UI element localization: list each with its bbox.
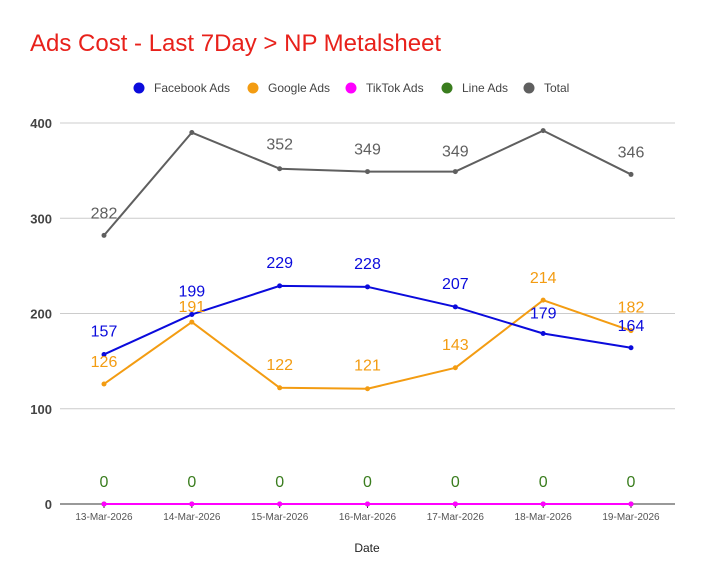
data-label-facebook-ads: 199 — [178, 283, 205, 300]
legend-label: TikTok Ads — [366, 81, 424, 95]
legend-label: Total — [544, 81, 569, 95]
y-tick-label: 300 — [30, 211, 52, 226]
y-tick-label: 400 — [30, 116, 52, 131]
y-tick-label: 100 — [30, 402, 52, 417]
x-tick-label: 14-Mar-2026 — [163, 512, 221, 523]
data-label-line-ads: 0 — [627, 474, 636, 491]
legend-marker — [441, 82, 453, 94]
data-point-google-ads — [540, 297, 546, 303]
x-tick-label: 19-Mar-2026 — [602, 512, 660, 523]
data-label-google-ads: 126 — [91, 354, 118, 371]
data-point-total — [189, 130, 195, 136]
data-label-line-ads: 0 — [451, 474, 460, 491]
x-axis-ticks: 13-Mar-2026 14-Mar-2026 15-Mar-2026 16-Mar-… — [75, 504, 660, 523]
data-point-total — [540, 128, 546, 134]
legend-label: Facebook Ads — [154, 81, 230, 95]
data-point-facebook-ads — [277, 283, 283, 289]
data-point-tiktok-ads — [628, 501, 634, 507]
data-point-facebook-ads — [189, 311, 195, 317]
legend-marker — [345, 82, 357, 94]
data-label-facebook-ads: 179 — [530, 306, 557, 323]
data-labels: 282 352 349 349 346 0 0 0 0 0 0 0 126 191 122 121 143 214… — [91, 137, 645, 491]
data-point-total — [628, 171, 634, 177]
data-label-facebook-ads: 207 — [442, 276, 469, 293]
data-point-facebook-ads — [540, 331, 546, 337]
data-label-total: 346 — [618, 144, 645, 161]
data-label-facebook-ads: 157 — [91, 323, 118, 340]
data-point-facebook-ads — [628, 345, 634, 351]
data-label-line-ads: 0 — [187, 474, 196, 491]
data-point-tiktok-ads — [277, 501, 283, 507]
legend-item-total: Total — [523, 81, 569, 95]
data-label-line-ads: 0 — [275, 474, 284, 491]
legend-item-facebook-ads: Facebook Ads — [133, 81, 230, 95]
data-label-google-ads: 143 — [442, 337, 469, 354]
data-label-total: 352 — [266, 137, 293, 154]
legend-label: Google Ads — [268, 81, 330, 95]
data-label-facebook-ads: 228 — [354, 256, 381, 273]
data-label-total: 282 — [91, 205, 118, 222]
data-point-google-ads — [452, 365, 458, 371]
x-tick-label: 13-Mar-2026 — [75, 512, 133, 523]
legend-item-line-ads: Line Ads — [441, 81, 508, 95]
data-label-google-ads: 182 — [618, 300, 645, 317]
y-tick-label: 200 — [30, 307, 52, 322]
legend-marker — [523, 82, 535, 94]
x-tick-label: 16-Mar-2026 — [339, 512, 397, 523]
data-point-tiktok-ads — [189, 501, 195, 507]
legend-item-tiktok-ads: TikTok Ads — [345, 81, 424, 95]
data-label-line-ads: 0 — [100, 474, 109, 491]
data-label-total: 349 — [442, 144, 469, 161]
data-point-tiktok-ads — [540, 501, 546, 507]
x-tick-label: 17-Mar-2026 — [427, 512, 485, 523]
data-point-facebook-ads — [101, 351, 107, 357]
data-label-facebook-ads: 229 — [266, 255, 293, 272]
data-label-google-ads: 122 — [266, 357, 293, 374]
data-point-google-ads — [101, 381, 107, 387]
x-tick-label: 18-Mar-2026 — [515, 512, 573, 523]
data-label-total: 349 — [354, 142, 381, 159]
data-point-google-ads — [277, 385, 283, 391]
legend-label: Line Ads — [462, 81, 508, 95]
chart-title: Ads Cost - Last 7Day > NP Metalsheet — [30, 30, 442, 57]
legend-item-google-ads: Google Ads — [247, 81, 330, 95]
data-point-total — [365, 169, 370, 175]
data-point-tiktok-ads — [452, 501, 458, 507]
data-label-google-ads: 191 — [178, 299, 205, 316]
data-label-facebook-ads: 164 — [618, 318, 645, 335]
data-point-tiktok-ads — [101, 501, 107, 507]
data-point-total — [101, 232, 107, 238]
data-point-google-ads — [628, 328, 634, 334]
y-tick-label: 0 — [45, 497, 52, 512]
x-axis-title: Date — [354, 541, 380, 555]
data-point-google-ads — [189, 319, 195, 325]
x-tick-label: 15-Mar-2026 — [251, 512, 309, 523]
data-point-tiktok-ads — [365, 501, 370, 507]
y-axis-ticks: 0 100 200 300 400 — [30, 116, 52, 512]
data-point-total — [277, 166, 283, 172]
legend: Facebook Ads Google Ads TikTok Ads Line Ads… — [133, 81, 569, 95]
data-label-line-ads: 0 — [363, 474, 372, 491]
legend-marker — [247, 82, 259, 94]
data-point-google-ads — [365, 386, 370, 392]
data-label-google-ads: 121 — [354, 358, 381, 375]
data-point-facebook-ads — [365, 284, 370, 290]
data-label-line-ads: 0 — [539, 474, 548, 491]
data-point-total — [452, 169, 458, 175]
series-lines — [101, 128, 634, 507]
legend-marker — [133, 82, 145, 94]
data-label-google-ads: 214 — [530, 270, 557, 287]
data-point-facebook-ads — [452, 304, 458, 310]
